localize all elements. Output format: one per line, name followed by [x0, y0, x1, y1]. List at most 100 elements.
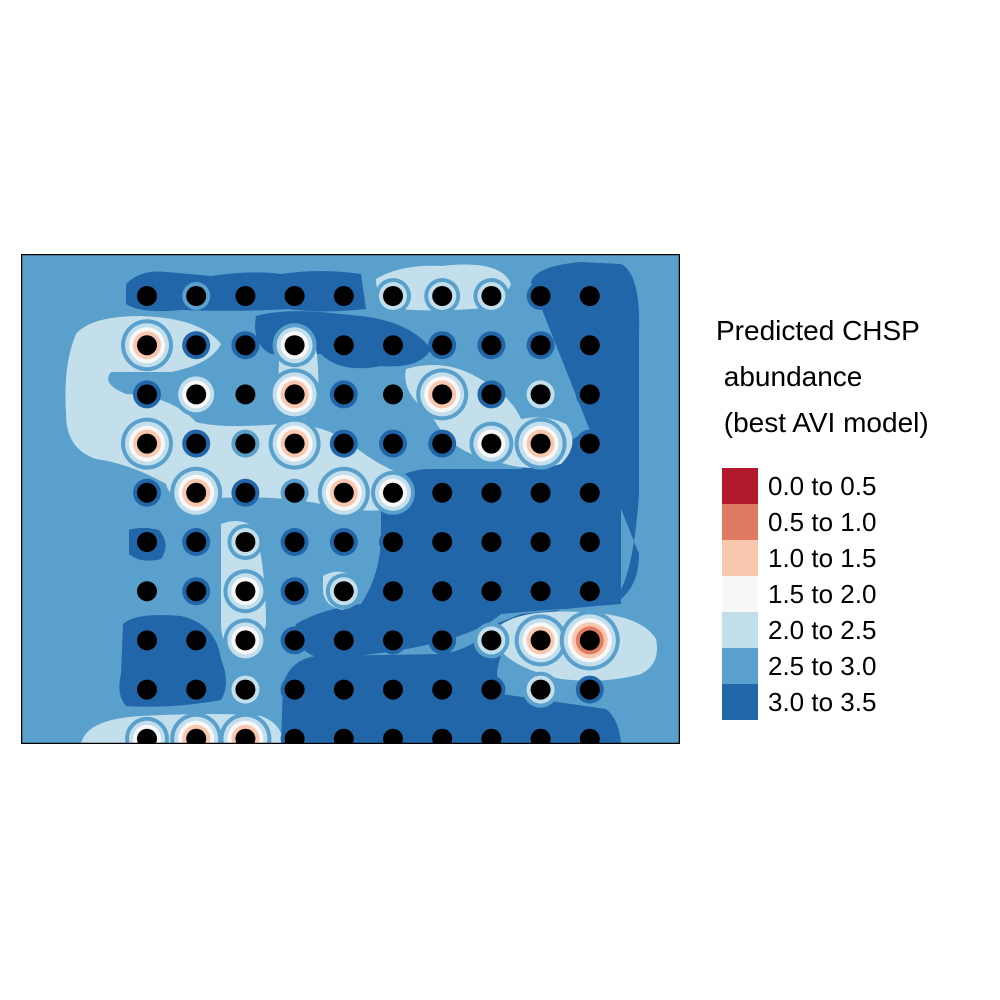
- legend-label: 0.5 to 1.0: [768, 506, 877, 537]
- survey-point: [530, 679, 551, 700]
- legend-label: 0.0 to 0.5: [768, 470, 877, 501]
- survey-points: [137, 286, 600, 744]
- survey-point: [235, 482, 256, 503]
- legend-label: 1.5 to 2.0: [768, 578, 877, 609]
- survey-point: [137, 630, 157, 651]
- survey-point: [333, 335, 354, 356]
- survey-point: [432, 482, 453, 503]
- survey-point: [235, 286, 256, 306]
- survey-point: [284, 630, 305, 651]
- survey-point: [284, 433, 305, 454]
- survey-point: [432, 384, 453, 405]
- survey-point: [137, 286, 157, 306]
- survey-point: [235, 433, 256, 454]
- survey-point: [284, 581, 305, 602]
- survey-point: [333, 679, 354, 700]
- survey-point: [235, 335, 256, 356]
- survey-point: [383, 630, 403, 651]
- survey-point: [186, 679, 207, 700]
- survey-point: [579, 630, 600, 651]
- survey-point: [137, 679, 157, 700]
- survey-point: [137, 532, 157, 552]
- legend-title-line: abundance: [716, 361, 863, 392]
- legend-swatch: [722, 540, 758, 576]
- survey-point: [432, 679, 453, 700]
- legend-swatch: [722, 684, 758, 720]
- survey-point: [579, 482, 600, 503]
- abundance-map: [21, 254, 680, 744]
- survey-point: [284, 384, 305, 405]
- survey-point: [530, 433, 551, 454]
- survey-point: [186, 335, 207, 356]
- survey-point: [235, 728, 256, 744]
- legend-label: 2.5 to 3.0: [768, 650, 877, 681]
- legend-swatch: [722, 468, 758, 504]
- survey-point: [333, 433, 354, 454]
- legend-swatch: [722, 576, 758, 612]
- survey-point: [481, 384, 502, 405]
- survey-point: [383, 679, 403, 700]
- survey-point: [530, 335, 551, 356]
- survey-point: [235, 384, 256, 405]
- survey-point: [530, 581, 551, 602]
- survey-point: [284, 286, 305, 306]
- region-dark-southeast: [281, 262, 640, 744]
- survey-point: [481, 286, 502, 306]
- legend-item: 0.0 to 0.5: [716, 468, 986, 504]
- survey-point: [333, 384, 354, 405]
- survey-point: [137, 581, 157, 602]
- legend-label: 1.0 to 1.5: [768, 542, 877, 573]
- survey-point: [137, 384, 157, 405]
- survey-point: [432, 335, 453, 356]
- survey-point: [137, 728, 157, 744]
- legend-item: 1.0 to 1.5: [716, 540, 986, 576]
- survey-point: [432, 581, 453, 602]
- survey-point: [186, 581, 207, 602]
- legend-items: 0.0 to 0.5 0.5 to 1.0 1.0 to 1.5 1.5 to …: [716, 468, 986, 720]
- survey-point: [579, 679, 600, 700]
- survey-point: [481, 679, 502, 700]
- legend-swatch: [722, 648, 758, 684]
- survey-point: [235, 581, 256, 602]
- survey-point: [579, 581, 600, 602]
- survey-point: [284, 482, 305, 503]
- survey-point: [186, 630, 207, 651]
- legend-item: 3.0 to 3.5: [716, 684, 986, 720]
- survey-point: [383, 532, 403, 552]
- survey-point: [579, 286, 600, 306]
- survey-point: [432, 630, 453, 651]
- survey-point: [186, 433, 207, 454]
- survey-point: [432, 532, 453, 552]
- survey-point: [284, 532, 305, 552]
- legend-item: 1.5 to 2.0: [716, 576, 986, 612]
- survey-point: [432, 728, 453, 744]
- legend-label: 2.0 to 2.5: [768, 614, 877, 645]
- survey-point: [530, 384, 551, 405]
- survey-point: [333, 581, 354, 602]
- survey-point: [530, 728, 551, 744]
- abundance-map-svg: [21, 254, 680, 744]
- survey-point: [383, 728, 403, 744]
- survey-point: [333, 728, 354, 744]
- survey-point: [579, 433, 600, 454]
- survey-point: [383, 384, 403, 405]
- legend-item: 0.5 to 1.0: [716, 504, 986, 540]
- survey-point: [383, 433, 403, 454]
- survey-point: [383, 286, 403, 306]
- survey-point: [186, 384, 207, 405]
- survey-point: [481, 482, 502, 503]
- survey-point: [137, 433, 157, 454]
- survey-point: [333, 630, 354, 651]
- survey-point: [530, 286, 551, 306]
- survey-point: [481, 335, 502, 356]
- legend-item: 2.0 to 2.5: [716, 612, 986, 648]
- legend-title-line: Predicted CHSP: [716, 315, 920, 346]
- survey-point: [530, 630, 551, 651]
- legend-item: 2.5 to 3.0: [716, 648, 986, 684]
- survey-point: [383, 335, 403, 356]
- survey-point: [137, 335, 157, 356]
- legend-label: 3.0 to 3.5: [768, 686, 877, 717]
- survey-point: [333, 532, 354, 552]
- survey-point: [481, 630, 502, 651]
- survey-point: [383, 581, 403, 602]
